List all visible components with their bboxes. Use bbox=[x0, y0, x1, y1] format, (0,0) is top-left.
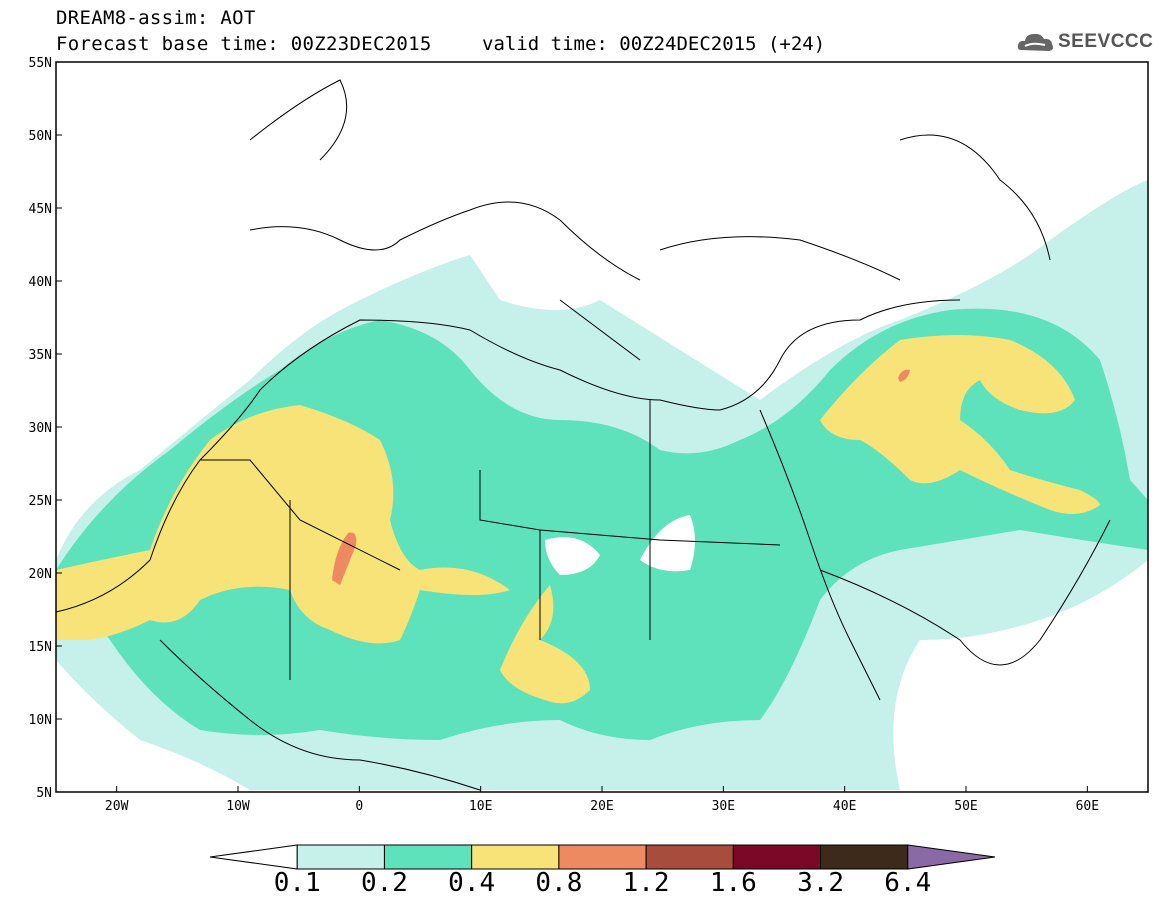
lat-tick-label: 10N bbox=[29, 713, 52, 728]
lat-tick-label: 15N bbox=[29, 640, 52, 655]
lon-tick-label: 20E bbox=[590, 799, 613, 814]
logo-text: SEEVCCC bbox=[1058, 31, 1154, 52]
lon-tick-label: 20W bbox=[105, 799, 129, 814]
clear-patch-1 bbox=[640, 515, 695, 572]
coastlines bbox=[56, 79, 1111, 791]
map-title: DREAM8-assim: AOT bbox=[56, 7, 256, 29]
lat-tick-label: 55N bbox=[29, 56, 52, 71]
aot-band-0.4-west bbox=[56, 405, 510, 644]
lat-tick-label: 45N bbox=[29, 202, 52, 217]
colorbar-swatch bbox=[645, 844, 734, 870]
lon-tick-label: 0 bbox=[355, 799, 363, 814]
lon-tick-label: 30E bbox=[712, 799, 735, 814]
lat-tick-label: 40N bbox=[29, 275, 52, 290]
lat-tick-label: 50N bbox=[29, 129, 52, 144]
lat-tick-label: 35N bbox=[29, 348, 52, 363]
aot-band-0.8-east bbox=[898, 369, 910, 382]
forecast-base-time: Forecast base time: 00Z23DEC2015 bbox=[56, 33, 432, 55]
colorbar-swatch bbox=[907, 844, 996, 870]
lon-tick-label: 60E bbox=[1076, 799, 1099, 814]
valid-time: valid time: 00Z24DEC2015 (+24) bbox=[482, 33, 826, 55]
colorbar-swatch bbox=[558, 844, 647, 870]
colorbar-swatch bbox=[209, 844, 298, 870]
aot-band-0.4-central bbox=[500, 585, 590, 704]
colorbar bbox=[209, 844, 996, 870]
aot-band-0.4-east bbox=[820, 335, 1100, 514]
colorbar-swatch bbox=[383, 844, 473, 870]
colorbar-swatch bbox=[296, 844, 385, 870]
colorbar-swatch bbox=[732, 844, 822, 870]
colorbar-label: 0.2 bbox=[360, 868, 408, 898]
colorbar-swatch bbox=[820, 844, 909, 870]
colorbar-swatch bbox=[471, 844, 560, 870]
colorbar-label: 0.8 bbox=[535, 868, 583, 898]
lat-tick-label: 30N bbox=[29, 421, 52, 436]
lat-tick-label: 5N bbox=[36, 786, 52, 801]
lon-tick-label: 50E bbox=[954, 799, 977, 814]
colorbar-label: 1.2 bbox=[622, 868, 670, 898]
colorbar-label: 6.4 bbox=[884, 868, 932, 898]
aot-contours bbox=[56, 180, 1148, 790]
colorbar-label: 1.6 bbox=[709, 868, 757, 898]
lon-tick-label: 40E bbox=[833, 799, 856, 814]
axis-ticks: 55N 50N 45N 40N 35N 30N 25N 20N 15N 10N 5N 20W 10W 0 1… bbox=[29, 56, 1100, 814]
lon-tick-label: 10W bbox=[226, 799, 250, 814]
cloud-logo-icon bbox=[1017, 33, 1053, 51]
lat-tick-label: 25N bbox=[29, 494, 52, 509]
lon-tick-label: 10E bbox=[469, 799, 492, 814]
colorbar-label: 0.1 bbox=[273, 868, 321, 898]
colorbar-label: 0.4 bbox=[448, 868, 496, 898]
clear-patch-2 bbox=[545, 537, 600, 575]
lat-tick-label: 20N bbox=[29, 567, 52, 582]
colorbar-label: 3.2 bbox=[797, 868, 845, 898]
